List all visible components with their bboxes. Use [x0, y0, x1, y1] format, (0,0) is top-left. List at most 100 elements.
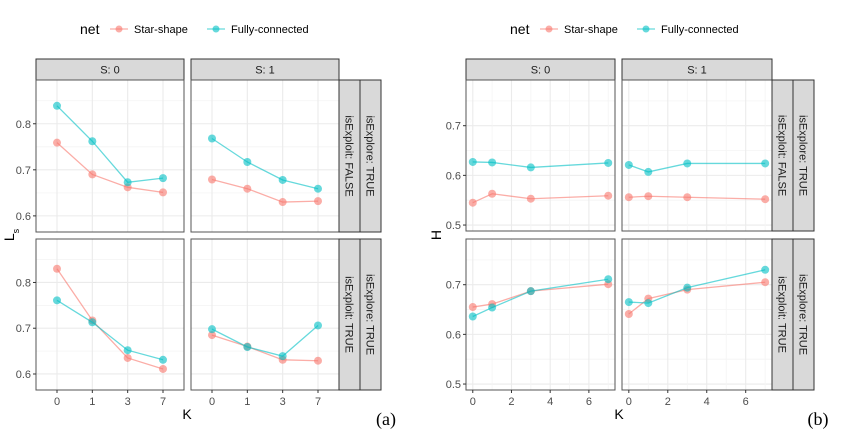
panel-background	[36, 239, 184, 390]
data-point-fully-connected	[526, 287, 535, 296]
legend-key-point	[115, 25, 123, 33]
x-tick-label: 0	[626, 396, 632, 408]
y-tick-label: 0.5	[446, 220, 461, 232]
data-point-fully-connected	[604, 158, 613, 167]
x-tick-label: 0	[209, 396, 215, 408]
series-line-fully-connected	[56, 299, 164, 361]
series-line-star-shape	[56, 142, 164, 194]
panel-background	[466, 80, 615, 231]
data-point-star-shape	[159, 188, 167, 197]
legend-entry-label: Star-shape	[564, 24, 618, 36]
data-point-fully-connected	[278, 352, 287, 361]
series-line-star-shape	[211, 334, 319, 362]
y-axis-title: Ls	[1, 228, 21, 241]
row-strip-outer-label: isExplore: TRUE	[364, 115, 376, 196]
data-point-fully-connected	[159, 174, 167, 183]
panel	[621, 79, 773, 232]
data-point-star-shape	[488, 189, 497, 198]
data-point-fully-connected	[88, 137, 97, 146]
x-tick-label: 4	[704, 396, 710, 408]
x-tick-label: 6	[586, 396, 592, 408]
series-line-fully-connected	[472, 278, 609, 318]
data-point-star-shape	[53, 138, 61, 147]
legend-key-point	[642, 25, 650, 33]
series-line-fully-connected	[211, 137, 319, 190]
series-line-fully-connected	[472, 161, 609, 169]
data-point-fully-connected	[53, 101, 61, 110]
series-line-fully-connected	[628, 162, 766, 173]
data-point-star-shape	[208, 175, 216, 184]
data-point-star-shape	[624, 193, 633, 202]
data-point-fully-connected	[243, 157, 252, 166]
legend-title: net	[80, 21, 100, 37]
row-strip-inner-label: isExploit: TRUE	[343, 276, 355, 353]
data-point-star-shape	[526, 194, 535, 203]
data-point-star-shape	[53, 264, 61, 273]
data-point-star-shape	[604, 191, 613, 200]
data-point-fully-connected	[644, 299, 653, 308]
y-tick-label: 0.7	[446, 121, 461, 133]
y-tick-label: 0.7	[16, 323, 31, 335]
data-point-fully-connected	[468, 157, 477, 166]
data-point-fully-connected	[314, 321, 322, 330]
x-tick-label: 0	[470, 396, 476, 408]
figure-label: (b)	[808, 409, 829, 430]
data-point-fully-connected	[624, 298, 633, 307]
x-tick-label: 0	[54, 396, 60, 408]
data-point-star-shape	[278, 198, 287, 207]
series-line-star-shape	[56, 268, 164, 370]
figure-label: (a)	[376, 409, 396, 430]
y-tick-label: 0.6	[16, 211, 31, 223]
panel-background	[622, 80, 772, 231]
data-point-star-shape	[88, 170, 97, 179]
column-strip-label: S: 1	[255, 65, 275, 77]
row-strip-outer	[792, 238, 815, 391]
data-point-fully-connected	[278, 175, 287, 184]
data-point-star-shape	[243, 184, 252, 193]
y-tick-label: 0.6	[446, 170, 461, 182]
panel	[465, 238, 616, 391]
panel	[35, 238, 185, 391]
data-point-fully-connected	[761, 159, 770, 168]
x-tick-label: 2	[508, 396, 514, 408]
panel	[190, 79, 340, 233]
data-point-fully-connected	[123, 178, 132, 187]
panel-background	[191, 80, 339, 232]
y-tick-label: 0.7	[446, 280, 461, 292]
x-tick-label: 3	[125, 396, 131, 408]
data-point-star-shape	[314, 356, 322, 365]
y-tick-label: 0.6	[16, 369, 31, 381]
x-tick-label: 7	[160, 396, 166, 408]
panel-background	[191, 239, 339, 390]
row-strip-outer	[359, 238, 382, 391]
data-point-star-shape	[468, 198, 477, 207]
data-point-star-shape	[683, 193, 692, 202]
data-point-star-shape	[468, 303, 477, 312]
panel-background	[466, 239, 615, 390]
row-strip-outer-label: isExplore: TRUE	[797, 115, 809, 196]
series-line-fully-connected	[56, 105, 164, 183]
row-strip-outer-label: isExplore: TRUE	[364, 274, 376, 355]
data-point-star-shape	[314, 197, 322, 206]
legend-entry-label: Star-shape	[134, 24, 188, 36]
data-point-fully-connected	[604, 275, 613, 284]
series-line-fully-connected	[211, 324, 319, 357]
x-tick-label: 1	[244, 396, 250, 408]
series-line-star-shape	[472, 283, 609, 308]
data-point-star-shape	[123, 353, 132, 362]
data-point-fully-connected	[683, 159, 692, 168]
x-axis-title: K	[182, 406, 192, 422]
x-tick-label: 1	[89, 396, 95, 408]
x-axis-title: K	[614, 406, 624, 422]
legend: net Star-shape Fully-connected	[80, 21, 309, 37]
data-point-star-shape	[644, 192, 653, 201]
data-point-star-shape	[761, 278, 770, 287]
panel-border	[465, 79, 616, 232]
data-point-fully-connected	[88, 318, 97, 327]
panel	[621, 238, 773, 391]
chart-a: net Star-shape Fully-connected S: 0 S: 1 0.6 0…	[1, 21, 396, 430]
x-tick-label: 2	[665, 396, 671, 408]
column-strip-label: S: 0	[531, 65, 551, 77]
legend-title: net	[510, 21, 530, 37]
data-point-star-shape	[624, 310, 633, 319]
